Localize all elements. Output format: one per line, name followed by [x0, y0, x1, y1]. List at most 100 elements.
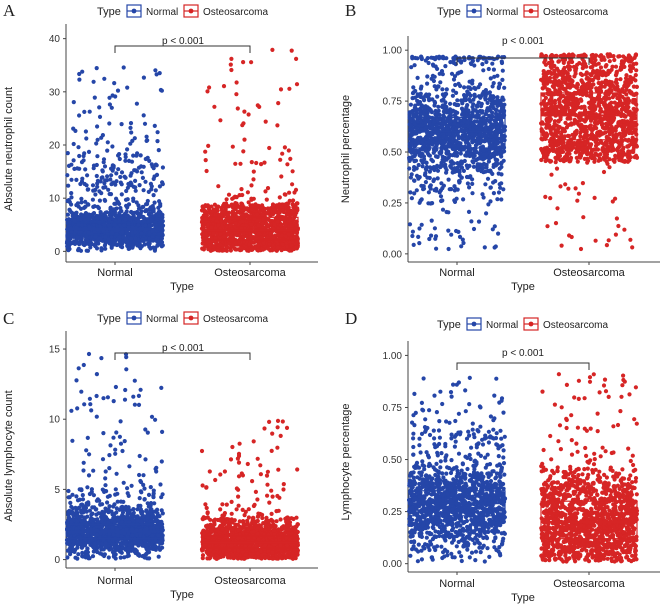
data-point — [65, 173, 70, 178]
data-point — [455, 187, 460, 192]
x-axis-title: Type — [511, 281, 535, 293]
data-point — [133, 217, 139, 222]
data-point — [99, 191, 104, 196]
data-point — [152, 200, 157, 205]
data-point — [429, 137, 434, 142]
data-point — [407, 166, 412, 171]
data-point — [420, 164, 425, 169]
data-point — [137, 183, 142, 188]
data-point — [432, 226, 437, 231]
data-point — [151, 206, 156, 211]
data-point — [498, 185, 503, 190]
data-point — [110, 211, 115, 216]
data-point — [469, 132, 475, 137]
x-tick-label-osteosarcoma: Osteosarcoma — [553, 267, 625, 279]
data-point — [422, 105, 427, 110]
data-point — [490, 61, 495, 66]
data-point — [259, 235, 264, 240]
data-point — [436, 134, 441, 139]
jitter-points-normal — [407, 54, 508, 252]
data-point — [475, 162, 480, 167]
data-point — [455, 110, 460, 115]
data-point — [438, 80, 443, 85]
data-point — [466, 151, 471, 156]
data-point — [454, 139, 459, 145]
data-point — [461, 168, 466, 173]
data-point — [157, 209, 162, 214]
data-point — [456, 229, 461, 234]
data-point — [408, 175, 413, 180]
data-point — [417, 241, 422, 246]
data-point — [79, 179, 85, 184]
data-point — [157, 184, 162, 189]
data-point — [94, 66, 99, 71]
data-point — [492, 224, 497, 229]
data-point — [155, 139, 160, 144]
data-point — [294, 82, 300, 87]
data-point — [450, 93, 455, 98]
data-point — [134, 101, 139, 106]
data-point — [224, 197, 229, 202]
data-point — [276, 101, 281, 106]
data-point — [233, 221, 238, 226]
data-point — [423, 120, 428, 126]
data-point — [133, 229, 138, 235]
data-point — [499, 181, 504, 186]
data-point — [141, 215, 146, 220]
data-point — [438, 151, 443, 156]
data-point — [79, 196, 84, 201]
data-point — [133, 185, 138, 190]
data-point — [463, 114, 468, 119]
data-point — [277, 195, 282, 200]
data-point — [113, 182, 118, 187]
data-point — [425, 56, 430, 61]
data-point — [256, 223, 261, 228]
data-point — [410, 229, 415, 234]
data-point — [409, 196, 414, 201]
data-point — [496, 85, 501, 91]
data-point — [414, 138, 419, 143]
data-point — [77, 113, 82, 118]
data-point — [435, 168, 441, 173]
data-point — [204, 168, 209, 174]
data-point — [476, 113, 481, 118]
data-point — [266, 246, 271, 251]
data-point — [123, 217, 128, 222]
data-point — [118, 244, 123, 249]
data-point — [419, 55, 424, 61]
data-point — [203, 149, 208, 154]
data-point — [433, 127, 438, 132]
data-point — [102, 222, 107, 227]
data-point — [287, 86, 292, 91]
data-point — [241, 60, 246, 65]
data-point — [65, 212, 70, 217]
data-point — [627, 143, 632, 148]
data-point — [67, 207, 72, 212]
data-point — [444, 87, 449, 92]
data-point — [418, 86, 423, 91]
data-point — [115, 199, 120, 204]
data-point — [440, 157, 445, 162]
data-point — [495, 73, 500, 78]
data-point — [440, 87, 445, 92]
data-point — [79, 222, 84, 228]
data-point — [446, 228, 451, 233]
data-point — [238, 161, 243, 166]
x-tick-label-normal: Normal — [97, 267, 132, 279]
data-point — [82, 151, 87, 156]
data-point — [234, 92, 239, 97]
data-point — [242, 109, 247, 114]
data-point — [464, 94, 469, 99]
data-point — [93, 244, 98, 249]
data-point — [69, 195, 74, 200]
data-point — [434, 55, 439, 60]
data-point — [488, 134, 494, 139]
data-point — [212, 104, 217, 109]
data-point — [126, 181, 131, 187]
data-point — [467, 79, 472, 84]
data-point — [470, 181, 475, 186]
data-point — [295, 244, 300, 249]
data-point — [74, 177, 79, 182]
data-point — [106, 187, 111, 192]
